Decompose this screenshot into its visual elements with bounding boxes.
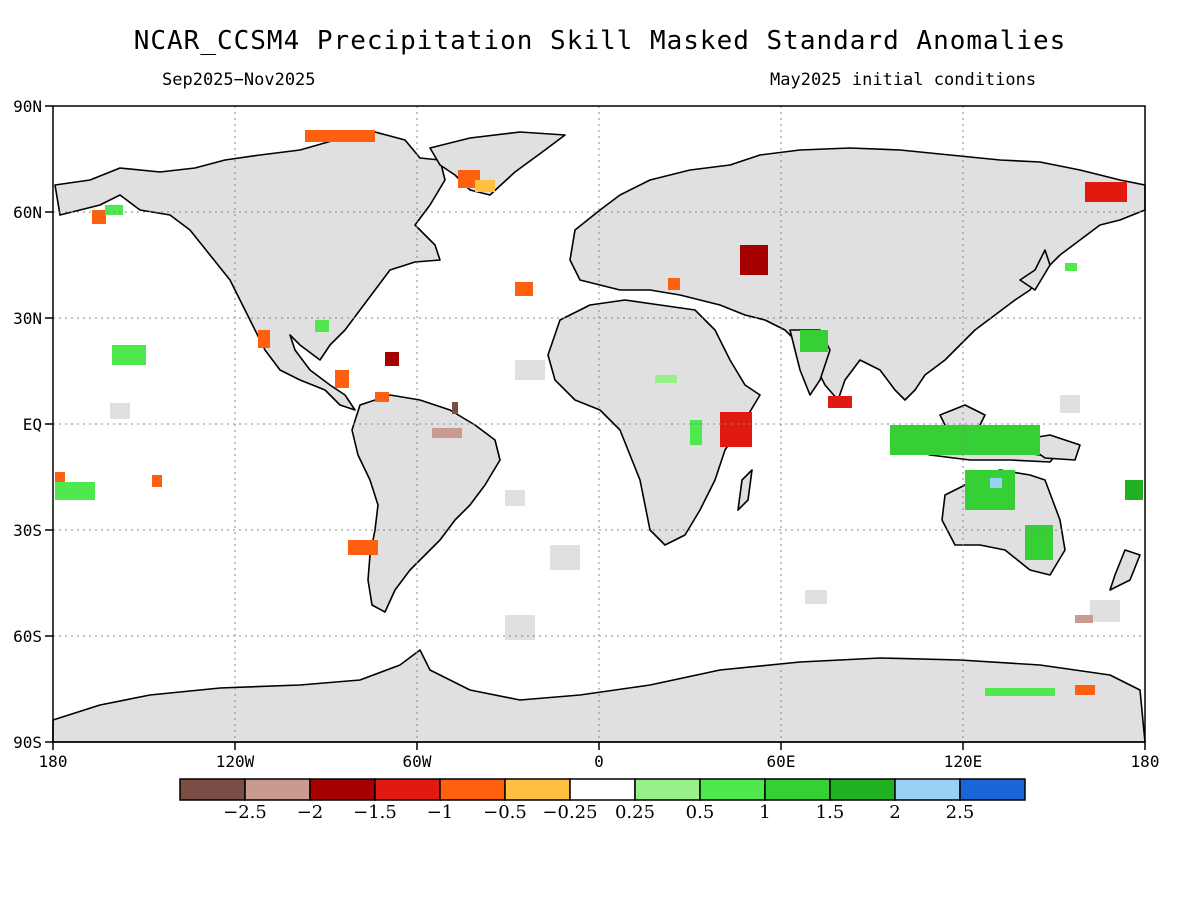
dry-anomaly: [458, 170, 480, 188]
anomaly-patches: [55, 130, 1143, 696]
lat-label: 60S: [13, 627, 42, 646]
latitude-labels: 90N 60N 30N EQ 30S 60S 90S: [13, 97, 42, 752]
dry-anomaly: [1085, 182, 1127, 202]
dry-anomaly: [720, 412, 752, 447]
colorbar-tick-label: 0.5: [686, 802, 715, 823]
dry-anomaly: [475, 180, 495, 192]
colorbar-swatch: [244, 778, 311, 801]
lon-label: 60W: [403, 752, 432, 771]
lon-label: 0: [594, 752, 604, 771]
dry-anomaly: [515, 282, 533, 296]
dry-anomaly: [348, 540, 378, 555]
dry-anomaly: [668, 278, 680, 290]
colorbar-tick-label: −2: [297, 802, 324, 823]
landmass-japan: [1019, 249, 1051, 291]
mask-cell: [1090, 600, 1120, 622]
page-title: NCAR_CCSM4 Precipitation Skill Masked St…: [133, 26, 1067, 56]
wet-anomaly: [990, 478, 1002, 488]
dry-anomaly: [305, 130, 375, 142]
colorbar-swatch: [439, 778, 506, 801]
wet-anomaly: [690, 420, 702, 445]
colorbar-tick-label: −0.5: [483, 802, 527, 823]
wet-anomaly: [105, 205, 123, 215]
colorbar-tick-label: 1.5: [816, 802, 845, 823]
mask-cell: [550, 545, 580, 570]
mask-cell: [110, 403, 130, 419]
wet-anomaly: [1025, 525, 1053, 560]
colorbar-tick-label: 0.25: [615, 802, 655, 823]
dry-anomaly: [92, 210, 106, 224]
wet-anomaly: [890, 425, 1040, 455]
colorbar-swatch: [764, 778, 831, 801]
lon-label: 180: [1131, 752, 1160, 771]
landmass-eurasia: [569, 147, 1146, 401]
landmass-antarctica: [52, 649, 1146, 743]
wet-anomaly: [112, 345, 146, 365]
colorbar-swatch: [374, 778, 441, 801]
season-label: Sep2025−Nov2025: [162, 70, 316, 90]
colorbar-swatch: [634, 778, 701, 801]
dry-anomaly: [335, 370, 349, 388]
dry-anomaly: [258, 330, 270, 348]
landmass-africa: [547, 299, 761, 546]
colorbar-tick-label: 2: [889, 802, 900, 823]
wet-anomaly: [55, 482, 95, 500]
wet-anomaly: [655, 375, 677, 383]
lat-label: 30S: [13, 521, 42, 540]
mask-cell: [805, 590, 827, 604]
dry-anomaly: [828, 396, 852, 408]
landmass-new-zealand: [1109, 549, 1141, 591]
wet-anomaly: [1065, 263, 1077, 271]
colorbar-tick-label: −1: [427, 802, 454, 823]
colorbar-tick-label: 2.5: [946, 802, 975, 823]
colorbar-swatch: [959, 778, 1026, 801]
mask-cell: [1060, 395, 1080, 413]
colorbar-swatch: [179, 778, 246, 801]
colorbar-swatch: [309, 778, 376, 801]
colorbar-tick-label: −1.5: [353, 802, 397, 823]
colorbar-swatch: [829, 778, 896, 801]
lon-label: 180: [39, 752, 68, 771]
dry-anomaly: [55, 472, 65, 482]
lat-label: 90N: [13, 97, 42, 116]
longitude-labels: 180 120W 60W 0 60E 120E 180: [39, 752, 1160, 771]
lon-label: 120E: [944, 752, 983, 771]
wet-anomaly: [800, 330, 828, 352]
colorbar-swatch: [504, 778, 571, 801]
dry-anomaly: [740, 245, 768, 275]
mask-cell: [515, 360, 545, 380]
dry-anomaly: [152, 475, 162, 487]
lat-label: EQ: [23, 415, 42, 434]
gridlines: [53, 106, 1145, 742]
colorbar-tick-label: 1: [759, 802, 770, 823]
colorbar-tick-label: −0.25: [542, 802, 597, 823]
lat-label: 30N: [13, 309, 42, 328]
init-conditions-label: May2025 initial conditions: [770, 70, 1037, 90]
colorbar-tick-label: −2.5: [223, 802, 267, 823]
tick-marks: [45, 105, 1146, 750]
dry-anomaly: [375, 392, 389, 402]
skill-mask-regions: [110, 360, 1120, 640]
dry-anomaly: [1075, 615, 1093, 623]
wet-anomaly: [965, 470, 1015, 510]
landmass-madagascar: [737, 469, 753, 511]
dry-anomaly: [432, 428, 462, 438]
colorbar-swatch: [699, 778, 766, 801]
mask-cell: [505, 490, 525, 506]
colorbar: −2.5 −2 −1.5 −1 −0.5 −0.25 0.25 0.5 1 1.5 2 2.5: [179, 778, 1026, 823]
lat-label: 60N: [13, 203, 42, 222]
dry-anomaly: [452, 402, 458, 414]
wet-anomaly: [985, 688, 1055, 696]
lat-label: 90S: [13, 733, 42, 752]
wet-anomaly: [315, 320, 329, 332]
colorbar-swatch: [894, 778, 961, 801]
dry-anomaly: [385, 352, 399, 366]
lon-label: 60E: [767, 752, 796, 771]
wet-anomaly: [1125, 480, 1143, 500]
colorbar-swatch: [569, 778, 636, 801]
lon-label: 120W: [216, 752, 255, 771]
dry-anomaly: [1075, 685, 1095, 695]
